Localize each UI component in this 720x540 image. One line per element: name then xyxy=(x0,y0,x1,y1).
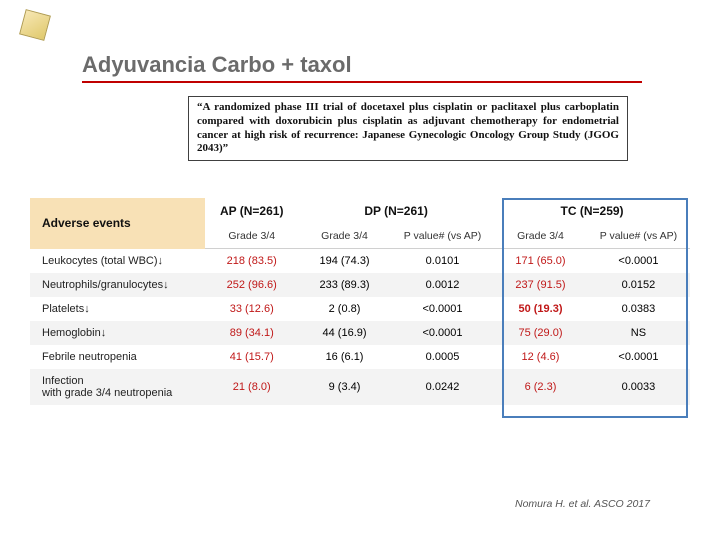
sub-tc-grade: Grade 3/4 xyxy=(494,224,587,249)
table-row: Infectionwith grade 3/4 neutropenia21 (8… xyxy=(30,369,690,405)
dp-grade: 194 (74.3) xyxy=(298,249,391,274)
dp-grade: 44 (16.9) xyxy=(298,321,391,345)
col-tc: TC (N=259) xyxy=(494,198,690,224)
logo-cube xyxy=(19,9,51,41)
table-row: Platelets↓33 (12.6)2 (0.8)<0.000150 (19.… xyxy=(30,297,690,321)
slide-title: Adyuvancia Carbo + taxol xyxy=(82,52,642,83)
col-dp: DP (N=261) xyxy=(298,198,494,224)
dp-pvalue: 0.0012 xyxy=(391,273,494,297)
table-row: Hemoglobin↓89 (34.1)44 (16.9)<0.000175 (… xyxy=(30,321,690,345)
dp-pvalue: <0.0001 xyxy=(391,297,494,321)
row-label: Neutrophils/granulocytes↓ xyxy=(30,273,205,297)
row-label: Platelets↓ xyxy=(30,297,205,321)
dp-grade: 16 (6.1) xyxy=(298,345,391,369)
ap-value: 33 (12.6) xyxy=(205,297,298,321)
ap-value: 218 (83.5) xyxy=(205,249,298,274)
row-label: Hemoglobin↓ xyxy=(30,321,205,345)
table-row: Neutrophils/granulocytes↓252 (96.6)233 (… xyxy=(30,273,690,297)
dp-grade: 233 (89.3) xyxy=(298,273,391,297)
row-label: Febrile neutropenia xyxy=(30,345,205,369)
tc-pvalue: NS xyxy=(587,321,690,345)
tc-pvalue: 0.0383 xyxy=(587,297,690,321)
table-row: Leukocytes (total WBC)↓218 (83.5)194 (74… xyxy=(30,249,690,274)
row-label: Infectionwith grade 3/4 neutropenia xyxy=(30,369,205,405)
dp-grade: 2 (0.8) xyxy=(298,297,391,321)
tc-grade: 75 (29.0) xyxy=(494,321,587,345)
conference-logo xyxy=(14,6,58,42)
row-label: Leukocytes (total WBC)↓ xyxy=(30,249,205,274)
tc-grade: 237 (91.5) xyxy=(494,273,587,297)
dp-pvalue: 0.0005 xyxy=(391,345,494,369)
tc-pvalue: <0.0001 xyxy=(587,249,690,274)
sub-dp-pvalue: P value# (vs AP) xyxy=(391,224,494,249)
tc-grade: 50 (19.3) xyxy=(494,297,587,321)
table-row: Febrile neutropenia41 (15.7)16 (6.1)0.00… xyxy=(30,345,690,369)
col-ap: AP (N=261) xyxy=(205,198,298,224)
tc-grade: 12 (4.6) xyxy=(494,345,587,369)
sub-tc-pvalue: P value# (vs AP) xyxy=(587,224,690,249)
sub-ap-grade: Grade 3/4 xyxy=(205,224,298,249)
dp-pvalue: 0.0242 xyxy=(391,369,494,405)
ap-value: 41 (15.7) xyxy=(205,345,298,369)
dp-pvalue: 0.0101 xyxy=(391,249,494,274)
citation: Nomura H. et al. ASCO 2017 xyxy=(515,498,650,510)
adverse-events-table: Adverse events AP (N=261) DP (N=261) TC … xyxy=(30,198,690,405)
study-quote: “A randomized phase III trial of docetax… xyxy=(188,96,628,161)
tc-pvalue: 0.0033 xyxy=(587,369,690,405)
tc-grade: 171 (65.0) xyxy=(494,249,587,274)
ae-label: Adverse events xyxy=(30,198,205,249)
sub-dp-grade: Grade 3/4 xyxy=(298,224,391,249)
ap-value: 21 (8.0) xyxy=(205,369,298,405)
tc-pvalue: <0.0001 xyxy=(587,345,690,369)
tc-pvalue: 0.0152 xyxy=(587,273,690,297)
ap-value: 89 (34.1) xyxy=(205,321,298,345)
dp-grade: 9 (3.4) xyxy=(298,369,391,405)
dp-pvalue: <0.0001 xyxy=(391,321,494,345)
ap-value: 252 (96.6) xyxy=(205,273,298,297)
table-header-groups: Adverse events AP (N=261) DP (N=261) TC … xyxy=(30,198,690,224)
tc-grade: 6 (2.3) xyxy=(494,369,587,405)
